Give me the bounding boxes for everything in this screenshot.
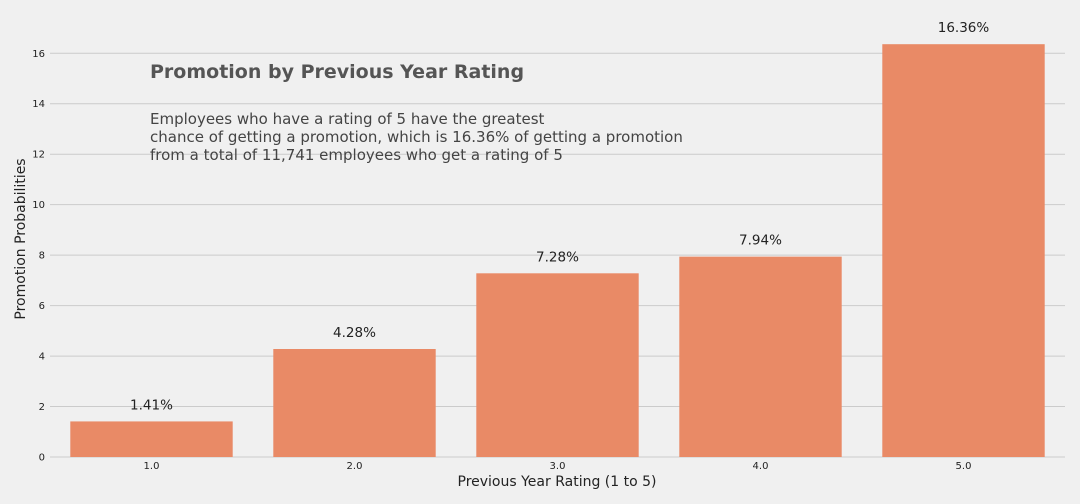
y-tick-label: 10 <box>32 200 45 211</box>
y-tick-label: 8 <box>39 251 45 262</box>
bar-4.0 <box>679 256 842 457</box>
y-tick-label: 6 <box>39 301 45 312</box>
bar-1.0 <box>70 421 233 457</box>
y-axis-label: Promotion Probabilities <box>13 158 29 319</box>
x-tick-label: 1.0 <box>144 461 160 472</box>
data-label: 7.28% <box>536 249 579 265</box>
data-label: 1.41% <box>130 397 173 413</box>
y-tick-label: 4 <box>39 352 45 363</box>
y-tick-label: 0 <box>39 453 45 464</box>
x-tick-label: 5.0 <box>956 461 972 472</box>
data-label: 4.28% <box>333 325 376 341</box>
data-label: 16.36% <box>938 20 990 36</box>
x-tick-label: 2.0 <box>347 461 363 472</box>
x-tick-label: 4.0 <box>753 461 769 472</box>
bar-2.0 <box>273 349 436 457</box>
bar-3.0 <box>476 273 639 457</box>
gridlines <box>50 52 1065 458</box>
x-tick-label: 3.0 <box>550 461 566 472</box>
y-tick-label: 12 <box>32 150 45 161</box>
annotation-line-1: Employees who have a rating of 5 have th… <box>150 110 545 128</box>
y-tick-label: 14 <box>32 99 45 110</box>
bar-5.0 <box>882 44 1045 458</box>
bars <box>70 44 1045 458</box>
chart-title: Promotion by Previous Year Rating <box>150 61 524 83</box>
data-label: 7.94% <box>739 233 782 249</box>
y-tick-label: 2 <box>39 402 45 413</box>
y-tick-label: 16 <box>32 49 45 60</box>
x-tick-labels: 1.0 2.0 3.0 4.0 5.0 <box>144 461 972 472</box>
annotation-line-2: chance of getting a promotion, which is … <box>150 128 683 146</box>
x-axis-label: Previous Year Rating (1 to 5) <box>458 474 657 490</box>
data-labels: 1.41% 4.28% 7.28% 7.94% 16.36% <box>130 20 989 413</box>
y-tick-labels: 0 2 4 6 8 10 12 14 16 <box>32 49 45 464</box>
annotation-line-3: from a total of 11,741 employees who get… <box>150 146 563 164</box>
